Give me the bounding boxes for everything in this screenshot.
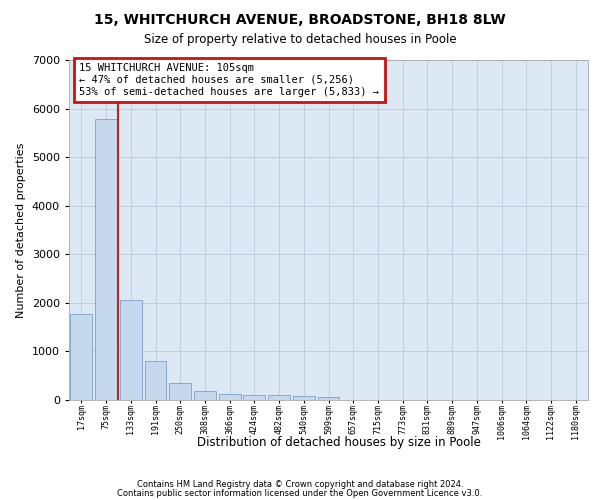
- Text: Distribution of detached houses by size in Poole: Distribution of detached houses by size …: [197, 436, 481, 449]
- Text: 15, WHITCHURCH AVENUE, BROADSTONE, BH18 8LW: 15, WHITCHURCH AVENUE, BROADSTONE, BH18 …: [94, 12, 506, 26]
- Text: Size of property relative to detached houses in Poole: Size of property relative to detached ho…: [143, 32, 457, 46]
- Text: Contains HM Land Registry data © Crown copyright and database right 2024.: Contains HM Land Registry data © Crown c…: [137, 480, 463, 489]
- Bar: [169, 384, 191, 400]
- Bar: [244, 395, 265, 400]
- Bar: [70, 314, 92, 400]
- Bar: [95, 120, 117, 400]
- Bar: [268, 396, 290, 400]
- Bar: [219, 394, 241, 400]
- Bar: [317, 396, 340, 400]
- Bar: [145, 361, 166, 400]
- Bar: [293, 396, 314, 400]
- Y-axis label: Number of detached properties: Number of detached properties: [16, 142, 26, 318]
- Text: 15 WHITCHURCH AVENUE: 105sqm
← 47% of detached houses are smaller (5,256)
53% of: 15 WHITCHURCH AVENUE: 105sqm ← 47% of de…: [79, 64, 379, 96]
- Bar: [194, 390, 216, 400]
- Text: Contains public sector information licensed under the Open Government Licence v3: Contains public sector information licen…: [118, 488, 482, 498]
- Bar: [120, 300, 142, 400]
